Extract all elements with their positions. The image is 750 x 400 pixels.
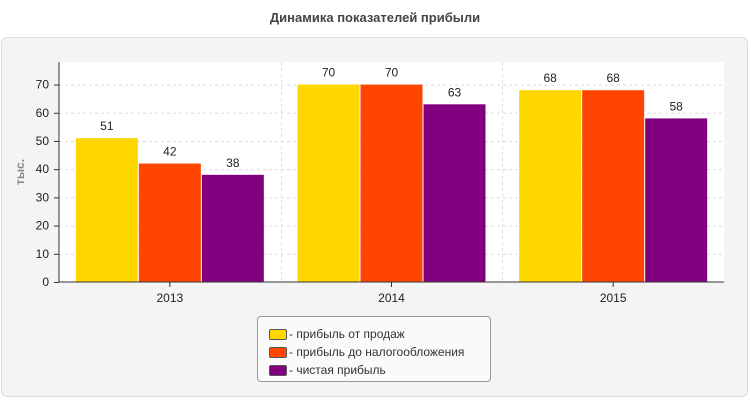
bar — [360, 84, 423, 282]
bar-value-label: 38 — [226, 156, 240, 170]
y-axis-label: тыс. — [13, 159, 27, 185]
legend-item: - чистая прибыль — [269, 361, 490, 379]
y-tick-labels: 0 10 20 30 40 50 60 70 — [36, 78, 59, 289]
y-tick-label: 70 — [36, 78, 50, 92]
legend-label: - чистая прибыль — [289, 363, 386, 377]
y-tick-label: 20 — [36, 219, 50, 233]
bar — [138, 163, 201, 282]
bar — [645, 118, 708, 283]
y-tick-label: 10 — [36, 247, 50, 261]
bar-value-label: 42 — [163, 145, 177, 159]
y-tick-label: 30 — [36, 190, 50, 204]
x-tick-label: 2014 — [378, 291, 405, 305]
legend-swatch — [269, 364, 287, 376]
bar — [423, 104, 486, 282]
x-tick-labels: 2013 2014 2015 — [156, 282, 627, 305]
legend-swatch — [269, 328, 287, 340]
legend-item: - прибыль от продаж — [269, 325, 490, 343]
legend: - прибыль от продаж - прибыль до налогоо… — [257, 316, 491, 382]
bar — [519, 90, 582, 282]
bar — [201, 174, 264, 282]
legend-label: - прибыль до налогообложения — [289, 345, 465, 359]
legend-label: - прибыль от продаж — [289, 327, 405, 341]
bar-value-label: 63 — [448, 85, 462, 99]
bar-value-label: 58 — [669, 99, 683, 113]
legend-swatch — [269, 346, 287, 358]
bar-value-label: 68 — [543, 71, 557, 85]
bar-value-label: 70 — [322, 66, 336, 80]
chart-title: Динамика показателей прибыли — [269, 10, 481, 25]
bar-value-label: 68 — [606, 71, 620, 85]
x-tick-label: 2013 — [156, 291, 183, 305]
y-tick-label: 50 — [36, 134, 50, 148]
y-tick-label: 40 — [36, 162, 50, 176]
y-tick-label: 60 — [36, 106, 50, 120]
data-labels: 51 42 38 70 70 63 68 68 58 — [100, 66, 683, 170]
legend-item: - прибыль до налогообложения — [269, 343, 490, 361]
bars-group — [75, 84, 708, 283]
y-tick-label: 0 — [42, 275, 49, 289]
bar-value-label: 70 — [385, 66, 399, 80]
bar — [297, 84, 360, 282]
bar — [75, 138, 138, 282]
bar — [582, 90, 645, 282]
bar-value-label: 51 — [100, 119, 114, 133]
x-tick-label: 2015 — [600, 291, 627, 305]
